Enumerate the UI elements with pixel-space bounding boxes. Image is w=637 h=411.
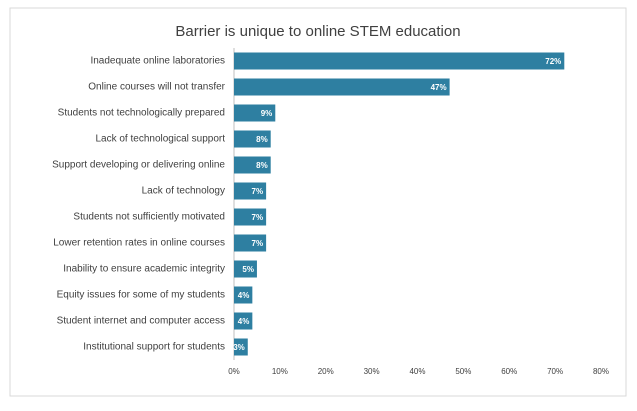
x-tick-label: 10%: [272, 367, 288, 376]
bar: [234, 182, 267, 200]
y-tick-label: Student internet and computer access: [57, 316, 225, 327]
value-label: 9%: [261, 109, 273, 118]
y-tick-label: Lack of technological support: [95, 134, 225, 145]
y-tick-label: Online courses will not transfer: [88, 82, 225, 93]
x-tick-label: 80%: [593, 367, 609, 376]
bar: [234, 234, 267, 252]
value-label: 4%: [238, 291, 250, 300]
y-tick-label: Lack of technology: [142, 186, 225, 197]
chart-title: Barrier is unique to online STEM educati…: [175, 23, 460, 40]
y-tick-label: Support developing or delivering online: [52, 160, 225, 171]
x-tick-label: 20%: [318, 367, 334, 376]
value-label: 7%: [252, 187, 264, 196]
value-label: 3%: [233, 343, 245, 352]
bar: [234, 338, 248, 356]
value-label: 5%: [242, 265, 254, 274]
value-label: 8%: [256, 161, 268, 170]
bar: [234, 156, 271, 174]
x-tick-label: 60%: [501, 367, 517, 376]
x-tick-label: 30%: [364, 367, 380, 376]
chart-frame: [9, 7, 627, 397]
x-tick-label: 40%: [409, 367, 425, 376]
bar: [234, 130, 271, 148]
y-tick-label: Equity issues for some of my students: [57, 290, 225, 301]
y-tick-label: Students not sufficiently motivated: [73, 212, 225, 223]
value-label: 7%: [252, 213, 264, 222]
bar: [234, 78, 450, 96]
bar: [234, 104, 276, 122]
value-label: 8%: [256, 135, 268, 144]
value-label: 47%: [431, 83, 447, 92]
bar: [234, 286, 253, 304]
y-tick-label: Students not technologically prepared: [58, 108, 225, 119]
bar: [234, 52, 565, 70]
y-tick-label: Institutional support for students: [83, 342, 225, 353]
y-tick-label: Lower retention rates in online courses: [53, 238, 225, 249]
value-label: 72%: [545, 57, 561, 66]
value-label: 4%: [238, 317, 250, 326]
x-tick-label: 50%: [455, 367, 471, 376]
x-tick-label: 70%: [547, 367, 563, 376]
y-tick-label: Inadequate online laboratories: [90, 56, 225, 67]
bar: [234, 208, 267, 226]
y-tick-label: Inability to ensure academic integrity: [63, 264, 225, 275]
x-tick-label: 0%: [228, 367, 240, 376]
value-label: 7%: [252, 239, 264, 248]
bar: [234, 260, 257, 278]
bar: [234, 312, 253, 330]
